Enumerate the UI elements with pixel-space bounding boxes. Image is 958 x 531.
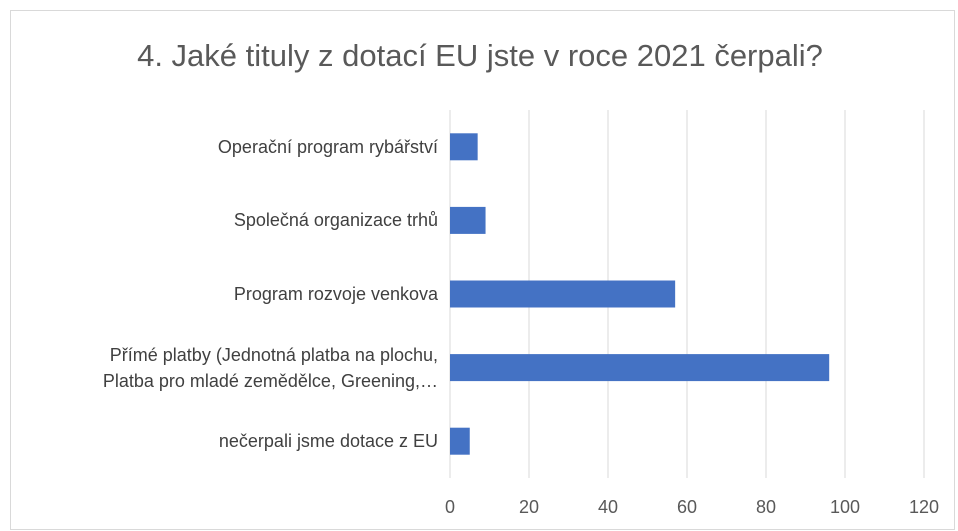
x-tick-label: 0 [445,497,455,517]
bar [450,133,478,161]
y-tick-label: Program rozvoje venkova [233,284,438,304]
y-tick-label: nečerpali jsme dotace z EU [218,431,438,452]
y-tick-label: Společná organizace trhů [233,210,438,231]
chart-title: 4. Jaké tituly z dotací EU jste v roce 2… [137,38,823,73]
bar [450,354,830,382]
x-tick-label: 60 [677,497,697,517]
x-tick-label: 40 [598,497,618,517]
x-tick-label: 80 [756,497,776,517]
chart-border [10,10,955,530]
bar [450,427,470,455]
x-tick-label: 100 [830,497,860,517]
y-tick-label: Operační program rybářství [217,136,438,157]
bar [450,280,676,308]
x-tick-label: 120 [909,497,939,517]
bar [450,206,486,234]
y-tick-label: Přímé platby (Jednotná platba na plochu,… [102,344,438,391]
x-tick-label: 20 [519,497,539,517]
